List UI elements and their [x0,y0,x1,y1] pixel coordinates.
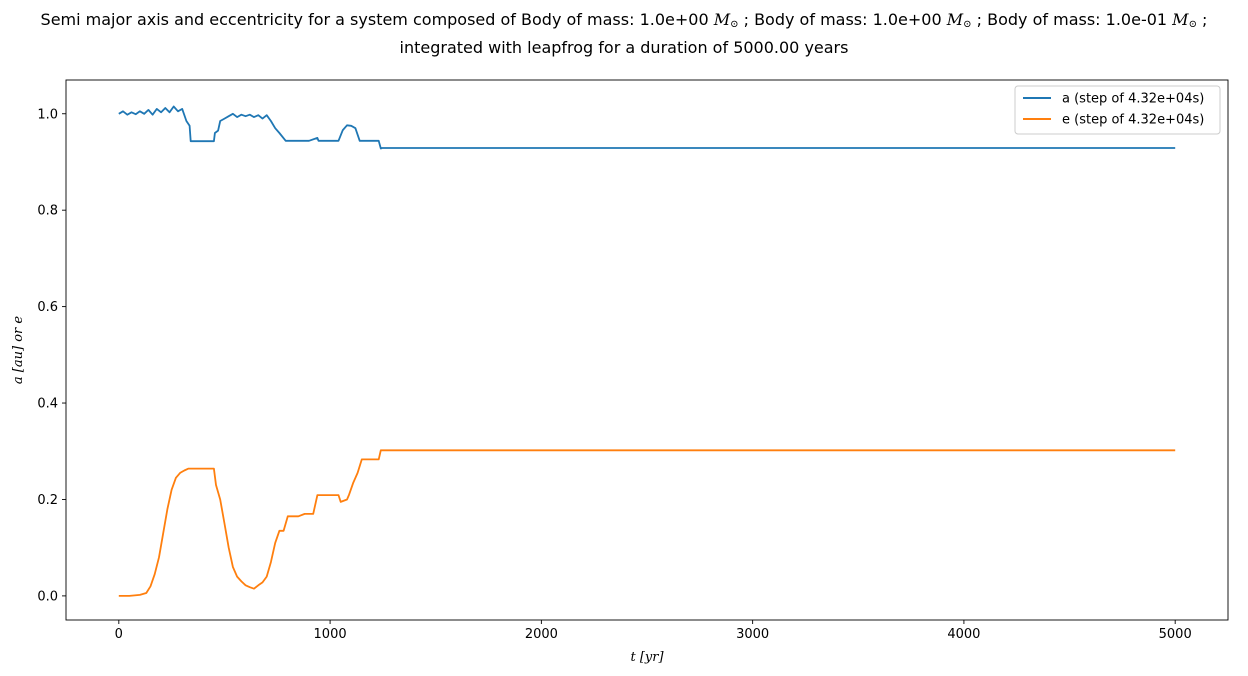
title-mass-3: 1.0e-01 [1105,10,1168,29]
y-tick-label: 0.2 [37,493,58,508]
chart-title-line-2: integrated with leapfrog for a duration … [399,38,849,57]
series-line-1 [118,105,1176,150]
title-mass-unit: M⊙ [1172,10,1197,30]
series-line-2 [118,449,1176,597]
title-mass-1: 1.0e+00 [639,10,709,29]
title-mass-unit: M⊙ [713,10,739,30]
x-axis-label: t [yr] [630,650,664,665]
title-separator: ; [1202,10,1208,29]
title-separator: ; [976,10,983,29]
x-tick-label: 3000 [736,627,769,642]
chart-title: Semi major axis and eccentricity for a s… [0,8,1248,59]
plot-frame [65,79,1229,621]
x-tick-label: 4000 [947,627,980,642]
legend: a (step of 4.32e+04s) e (step of 4.32e+04… [1014,85,1221,135]
title-prefix: Semi major axis and eccentricity for a s… [40,10,516,29]
title-body-label: Body of mass: [521,10,635,29]
x-tick-label: 2000 [525,627,558,642]
y-tick-label: 0.8 [37,204,58,219]
legend-box [1014,85,1221,135]
y-tick-label: 1.0 [37,107,58,122]
x-tick-label: 5000 [1159,627,1192,642]
title-body-label: Body of mass: [754,10,868,29]
legend-label-1: a (step of 4.32e+04s) [1062,92,1204,107]
chart-title-line-1: Semi major axis and eccentricity for a s… [0,8,1248,36]
title-mass-unit: M⊙ [946,10,972,30]
y-tick-label: 0.4 [37,397,58,412]
axes-layer: 0 1000 2000 3000 4000 5000 0.0 0.2 0.4 0.6 0.8 1.0 [37,107,1191,642]
title-body-label: Body of mass: [987,10,1101,29]
x-tick-label: 0 [115,627,123,642]
title-mass-2: 1.0e+00 [872,10,942,29]
y-tick-label: 0.0 [37,589,58,604]
y-tick-label: 0.6 [37,300,58,315]
title-separator: ; [743,10,749,29]
series-layer [118,105,1176,597]
x-tick-label: 1000 [314,627,347,642]
y-axis-label: a [au] or e [11,316,26,384]
legend-label-2: e (step of 4.32e+04s) [1062,113,1204,128]
